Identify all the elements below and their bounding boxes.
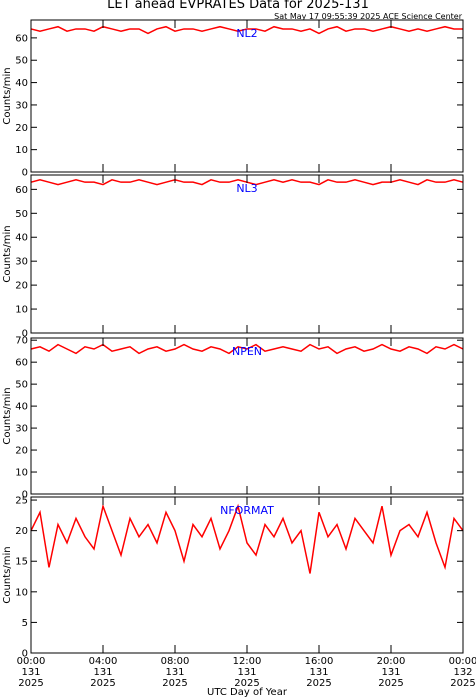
y-tick-label: 50 [15, 209, 28, 220]
y-tick-label: 50 [15, 380, 28, 391]
x-tick-label: 131 [309, 667, 328, 678]
y-tick-label: 25 [15, 496, 28, 507]
x-tick-label: 131 [21, 667, 40, 678]
y-tick-label: 30 [15, 100, 28, 111]
x-tick-label: 08:00 [161, 656, 190, 667]
y-tick-label: 60 [15, 358, 28, 369]
y-tick-label: 30 [15, 257, 28, 268]
y-axis-title: Counts/min [2, 67, 13, 124]
panel-label: NL2 [236, 27, 257, 40]
x-tick-label: 00:00 [449, 656, 476, 667]
chart-title: LET ahead EVPRATES Data for 2025-131 [107, 0, 369, 12]
x-tick-label: 12:00 [233, 656, 262, 667]
x-tick-label: 131 [93, 667, 112, 678]
x-tick-label: 2025 [18, 678, 43, 689]
y-tick-label: 30 [15, 424, 28, 435]
x-tick-label: 04:00 [89, 656, 118, 667]
y-tick-label: 60 [15, 185, 28, 196]
x-tick-label: 00:00 [17, 656, 46, 667]
y-tick-label: 0 [22, 329, 28, 340]
x-tick-label: 2025 [450, 678, 475, 689]
y-tick-label: 40 [15, 402, 28, 413]
x-tick-label: 16:00 [305, 656, 334, 667]
x-tick-label: 131 [381, 667, 400, 678]
x-tick-label: 20:00 [377, 656, 406, 667]
y-tick-label: 10 [15, 587, 28, 598]
panel-label: NFORMAT [220, 504, 274, 517]
y-tick-label: 10 [15, 145, 28, 156]
y-tick-label: 40 [15, 233, 28, 244]
x-tick-label: 2025 [162, 678, 187, 689]
x-axis-title: UTC Day of Year [207, 687, 288, 698]
panel-label: NPEN [232, 345, 262, 358]
y-tick-label: 20 [15, 281, 28, 292]
x-tick-label: 2025 [378, 678, 403, 689]
y-tick-label: 0 [22, 168, 28, 179]
y-axis-title: Counts/min [2, 546, 13, 603]
panel-label: NL3 [236, 182, 257, 195]
x-tick-label: 131 [165, 667, 184, 678]
y-tick-label: 20 [15, 123, 28, 134]
x-tick-label: 2025 [90, 678, 115, 689]
y-axis-title: Counts/min [2, 225, 13, 282]
y-tick-label: 15 [15, 557, 28, 568]
plot-frame [30, 19, 464, 173]
y-tick-label: 20 [15, 526, 28, 537]
y-tick-label: 0 [22, 649, 28, 660]
y-tick-label: 60 [15, 33, 28, 44]
y-tick-label: 10 [15, 468, 28, 479]
timestamp: Sat May 17 09:55:39 2025 ACE Science Cen… [274, 12, 463, 21]
y-tick-label: 50 [15, 56, 28, 67]
y-tick-label: 5 [22, 618, 28, 629]
y-tick-label: 20 [15, 446, 28, 457]
y-tick-label: 70 [15, 336, 28, 347]
y-axis-title: Counts/min [2, 387, 13, 444]
data-line [30, 503, 464, 574]
plot-frame [30, 496, 464, 654]
plot-frame [30, 337, 464, 495]
y-tick-label: 40 [15, 78, 28, 89]
plot-frame [30, 174, 464, 334]
x-tick-label: 132 [453, 667, 472, 678]
x-tick-label: 131 [237, 667, 256, 678]
x-tick-label: 2025 [306, 678, 331, 689]
x-tick-label: 2025 [234, 678, 259, 689]
y-tick-label: 0 [22, 490, 28, 501]
y-tick-label: 10 [15, 305, 28, 316]
